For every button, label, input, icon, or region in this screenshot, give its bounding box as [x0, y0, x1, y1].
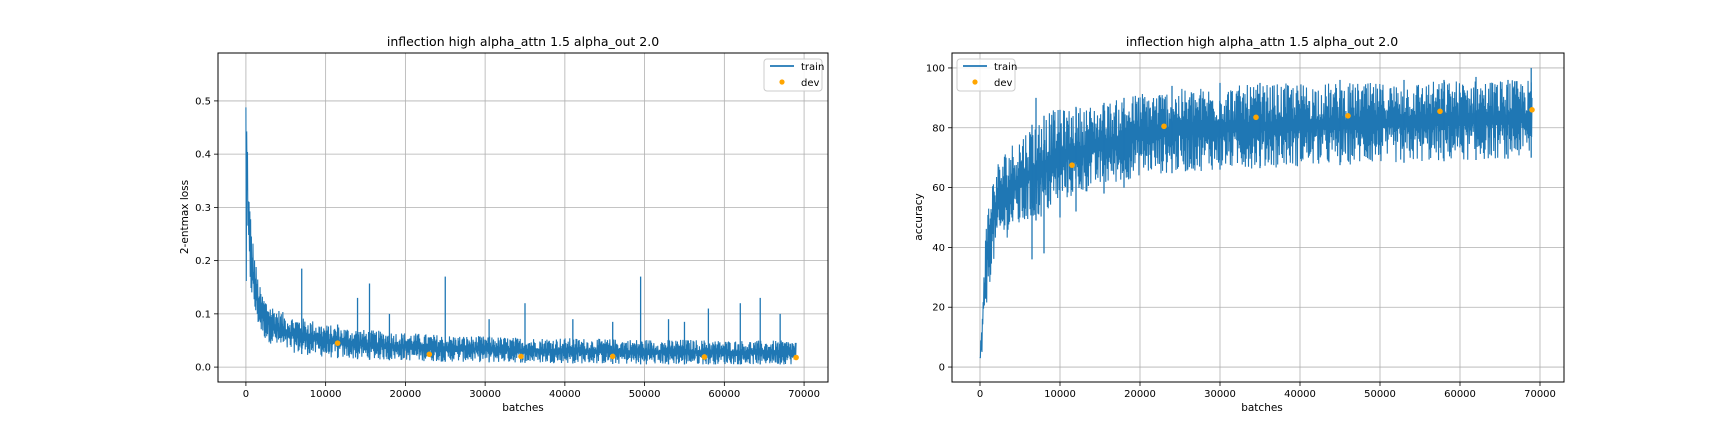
loss-chart-y-label: 2-entmax loss	[179, 180, 191, 254]
accuracy-legend-dev-label: dev	[994, 78, 1013, 89]
loss-chart: inflection high alpha_attn 1.5 alpha_out…	[179, 34, 829, 414]
y-tick-label: 60	[932, 183, 945, 194]
x-tick-label: 30000	[1204, 389, 1236, 400]
loss-chart-x-ticks: 0 10000 20000 30000 40000 50000 60000 70000	[243, 382, 820, 400]
y-tick-label: 0.2	[195, 256, 211, 267]
dev-point	[426, 351, 433, 358]
x-tick-label: 30000	[469, 389, 501, 400]
dev-point	[1161, 123, 1167, 130]
accuracy-legend-train-label: train	[994, 62, 1017, 73]
loss-legend-box	[763, 58, 823, 92]
y-tick-label: 0.1	[195, 309, 211, 320]
loss-chart-grid	[218, 53, 828, 382]
dev-point	[518, 353, 524, 360]
x-tick-label: 40000	[1284, 389, 1316, 400]
loss-chart-x-label: batches	[502, 402, 544, 414]
accuracy-chart: inflection high alpha_attn 1.5 alpha_out…	[913, 34, 1565, 414]
loss-chart-plot-area	[245, 107, 799, 365]
dev-point	[701, 354, 708, 360]
train-series-line	[979, 80, 1533, 359]
accuracy-chart-legend: train dev	[956, 58, 1017, 92]
accuracy-chart-frame	[951, 52, 1565, 383]
y-tick-label: 0.3	[195, 203, 211, 214]
x-tick-label: 60000	[708, 389, 740, 400]
loss-chart-frame	[217, 52, 829, 383]
dev-point	[1253, 114, 1259, 121]
loss-legend-dev-swatch	[779, 79, 785, 85]
accuracy-chart-x-label: batches	[1241, 402, 1283, 414]
y-tick-label: 0	[939, 363, 945, 374]
loss-legend-train-label: train	[801, 62, 824, 73]
y-tick-label: 100	[926, 63, 945, 74]
x-tick-label: 10000	[1044, 389, 1076, 400]
y-tick-label: 80	[932, 123, 945, 134]
dev-point	[1437, 108, 1443, 115]
y-tick-label: 0.0	[195, 363, 211, 374]
y-tick-label: 0.5	[195, 96, 211, 107]
dev-point	[609, 353, 616, 360]
loss-legend-dev-label: dev	[801, 78, 820, 89]
x-tick-label: 40000	[549, 389, 581, 400]
dev-point	[793, 354, 799, 361]
x-tick-label: 20000	[389, 389, 421, 400]
x-tick-label: 0	[243, 389, 249, 400]
y-tick-label: 40	[932, 243, 945, 254]
dev-point	[1529, 107, 1535, 113]
accuracy-chart-x-ticks: 0 10000 20000 30000 40000 50000 60000 70000	[977, 382, 1556, 400]
accuracy-chart-y-ticks: 0 20 40 60 80 100	[926, 63, 952, 374]
x-tick-label: 10000	[310, 389, 342, 400]
accuracy-chart-plot-area	[979, 67, 1535, 359]
loss-chart-title: inflection high alpha_attn 1.5 alpha_out…	[387, 34, 659, 49]
dev-point	[334, 340, 341, 346]
x-tick-label: 60000	[1444, 389, 1476, 400]
x-tick-label: 0	[977, 389, 983, 400]
dev-point	[1069, 162, 1075, 168]
accuracy-chart-title: inflection high alpha_attn 1.5 alpha_out…	[1126, 34, 1398, 49]
x-tick-label: 70000	[1524, 389, 1556, 400]
loss-chart-y-ticks: 0.0 0.1 0.2 0.3 0.4 0.5	[195, 96, 218, 374]
x-tick-label: 50000	[629, 389, 661, 400]
dev-point	[1345, 113, 1351, 119]
x-tick-label: 20000	[1124, 389, 1156, 400]
y-tick-label: 0.4	[195, 150, 211, 161]
accuracy-legend-dev-swatch	[972, 79, 978, 85]
accuracy-chart-y-label: accuracy	[913, 193, 925, 240]
x-tick-label: 70000	[788, 389, 820, 400]
y-tick-label: 20	[932, 303, 945, 314]
x-tick-label: 50000	[1364, 389, 1396, 400]
loss-chart-legend: train dev	[763, 58, 824, 92]
accuracy-legend-box	[956, 58, 1016, 92]
